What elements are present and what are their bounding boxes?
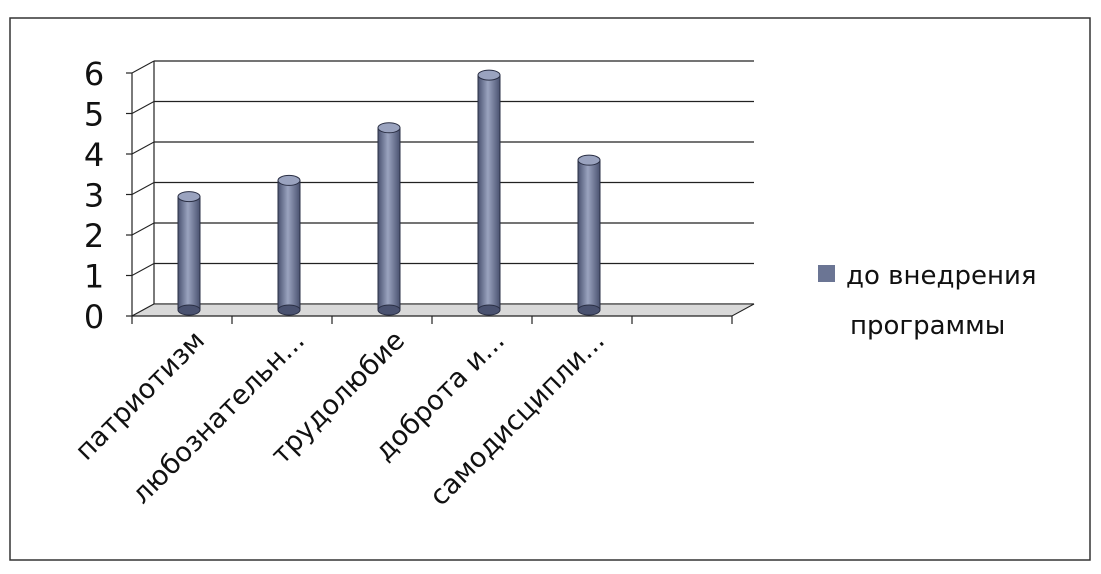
legend: до внедрения программы (818, 261, 1036, 341)
bar-body (477, 74, 501, 311)
bar-base (577, 304, 601, 316)
y-tick-label: 2 (84, 217, 104, 255)
gridline-depth (131, 141, 155, 155)
x-category-label: любознательн... (126, 325, 311, 510)
gridline-depth (131, 101, 155, 114)
bar-body (577, 159, 601, 311)
y-tick-label: 0 (84, 298, 104, 336)
bar-2 (277, 174, 301, 316)
grid-layer (131, 60, 754, 317)
label-layer: 0123456патриотизмлюбознательн...трудолюб… (69, 55, 611, 512)
chart-border (9, 17, 1091, 561)
bar-body (177, 196, 201, 311)
gridline-depth (131, 182, 155, 195)
gridline-depth (131, 60, 155, 74)
gridline-depth (131, 222, 155, 236)
axis-layer (126, 61, 755, 324)
bar-body (377, 127, 401, 311)
bar-top (477, 69, 501, 81)
y-tick-label: 1 (84, 258, 104, 296)
bar-3 (377, 122, 401, 316)
bar-layer (177, 69, 601, 316)
legend-label-line-1: до внедрения (846, 261, 1036, 291)
bar-1 (177, 191, 201, 316)
y-tick-label: 5 (84, 96, 104, 134)
bar-top (277, 174, 301, 186)
legend-label-line-2: программы (850, 311, 1005, 341)
bar-top (577, 154, 601, 166)
bar-5 (577, 154, 601, 316)
bar-top (177, 191, 201, 203)
chart-floor (131, 303, 755, 317)
bar-body (277, 179, 301, 311)
legend-swatch (818, 265, 835, 282)
bar-4 (477, 69, 501, 316)
gridline-depth (131, 263, 155, 276)
y-tick-label: 6 (84, 55, 104, 93)
bar-top (377, 122, 401, 134)
y-tick-label: 4 (84, 136, 104, 174)
y-tick-label: 3 (84, 177, 104, 215)
x-category-label: самодисципли... (424, 325, 611, 512)
bar-base (477, 304, 501, 316)
bar-base (277, 304, 301, 316)
bar-base (377, 304, 401, 316)
bar-base (177, 304, 201, 316)
